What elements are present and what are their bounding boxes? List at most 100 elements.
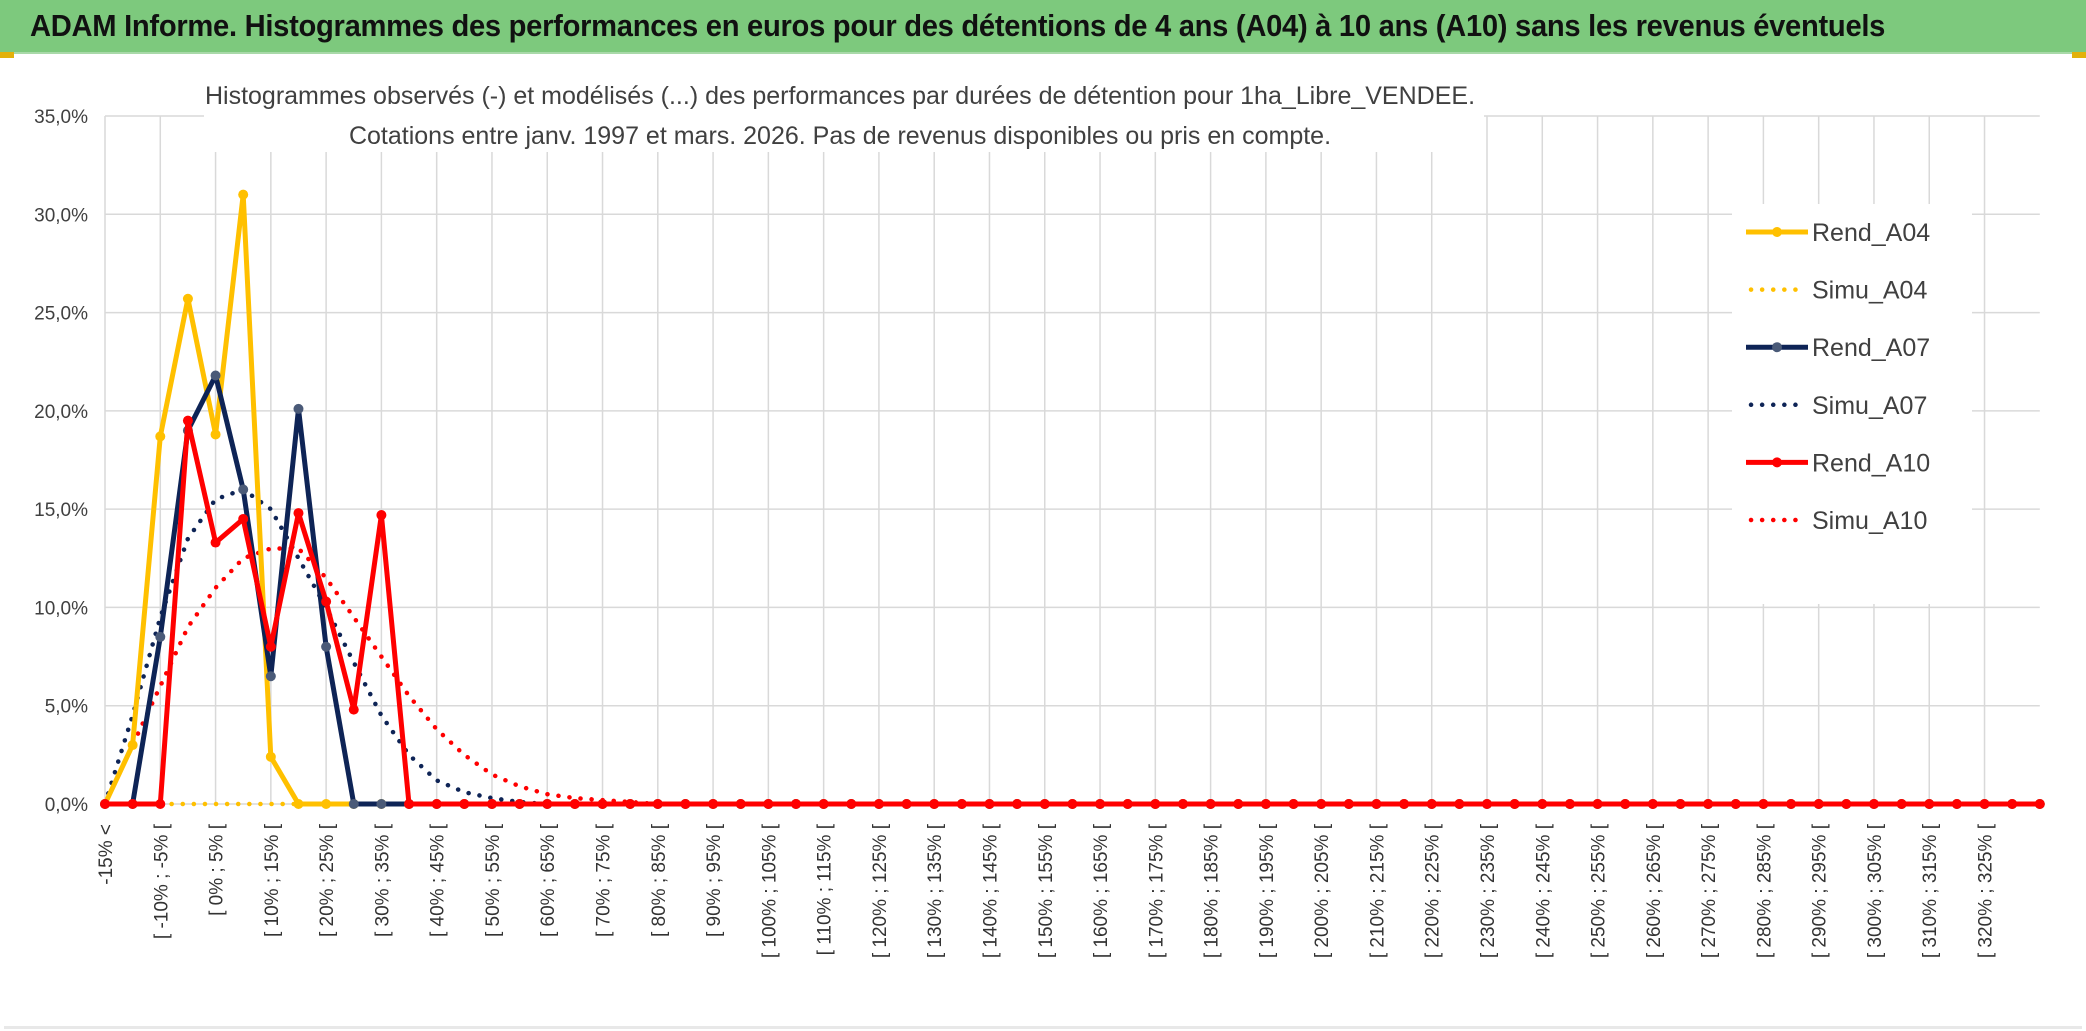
x-tick-label: [ 160% ; 165% [: [1091, 823, 1112, 958]
data-point-rend-a10: [1509, 799, 1520, 809]
data-point-rend-a10: [155, 799, 166, 809]
data-point-rend-a07: [238, 484, 249, 495]
data-point-rend-a10: [791, 799, 801, 809]
data-point-rend-a10: [238, 513, 249, 524]
data-point-rend-a10: [1647, 799, 1658, 809]
x-tick-label: [ 280% ; 285% [: [1754, 823, 1775, 958]
data-point-rend-a04: [182, 293, 193, 304]
data-point-rend-a10: [1426, 799, 1437, 809]
x-tick-label: [ 290% ; 295% [: [1810, 823, 1831, 958]
data-point-rend-a10: [873, 799, 884, 809]
data-point-rend-a07: [321, 641, 332, 652]
data-point-rend-a10: [459, 799, 470, 809]
data-point-rend-a10: [1177, 799, 1188, 809]
x-tick-label: [ 260% ; 265% [: [1644, 823, 1665, 958]
x-tick-label: [ 70% ; 75% [: [594, 823, 615, 937]
legend-marker-rend-a07: [1772, 342, 1782, 353]
data-point-rend-a10: [431, 799, 442, 809]
data-point-rend-a10: [542, 799, 553, 809]
data-point-rend-a10: [625, 799, 636, 809]
x-tick-label: [ 150% ; 155% [: [1036, 823, 1057, 958]
x-tick-label: [ 230% ; 235% [: [1478, 823, 1499, 958]
data-point-rend-a10: [265, 641, 276, 652]
performance-histogram-chart: 0,0% 5,0% 10,0% 15,0% 20,0% 25,0% 30,0% 35,0% -…: [34, 70, 2045, 958]
data-point-rend-a07: [155, 631, 166, 642]
data-point-rend-a10: [1675, 799, 1686, 809]
data-point-rend-a04: [321, 799, 332, 809]
legend-label-rend-a10: Rend_A10: [1812, 449, 1930, 477]
data-point-rend-a10: [100, 799, 110, 809]
x-tick-label: [ 20% ; 25% [: [317, 823, 338, 937]
data-point-rend-a10: [1233, 799, 1244, 809]
data-point-rend-a10: [735, 799, 746, 809]
data-point-rend-a10: [901, 799, 912, 809]
data-point-rend-a10: [1288, 799, 1299, 809]
data-point-rend-a10: [1537, 799, 1548, 809]
y-tick-label: 15,0%: [34, 500, 88, 521]
x-tick-label: [ 300% ; 305% [: [1865, 823, 1886, 958]
data-point-rend-a04: [265, 751, 276, 762]
data-point-rend-a10: [1813, 799, 1824, 809]
x-tick-label: [ 210% ; 215% [: [1367, 823, 1388, 958]
data-point-rend-a10: [763, 799, 774, 809]
data-point-rend-a10: [127, 799, 138, 809]
data-point-rend-a10: [1951, 799, 1962, 809]
data-point-rend-a10: [956, 799, 967, 809]
data-point-rend-a07: [293, 403, 304, 414]
data-point-rend-a10: [1979, 799, 1990, 809]
data-point-rend-a10: [1868, 799, 1879, 809]
x-tick-label: [ 130% ; 135% [: [925, 823, 946, 958]
legend-label-rend-a07: Rend_A07: [1812, 334, 1930, 362]
chart-series: [100, 189, 2045, 809]
data-point-rend-a10: [597, 799, 608, 809]
x-tick-label: [ 320% ; 325% [: [1976, 823, 1997, 958]
corner-accent-right: [2072, 52, 2086, 58]
data-point-rend-a10: [1896, 799, 1907, 809]
data-point-rend-a10: [376, 510, 387, 521]
legend-label-simu-a04: Simu_A04: [1812, 277, 1927, 305]
data-point-rend-a04: [210, 429, 221, 440]
x-tick-label: [ 0% ; 5% [: [207, 823, 228, 916]
data-point-rend-a07: [265, 671, 276, 682]
x-tick-label: [ 40% ; 45% [: [428, 823, 449, 937]
data-point-rend-a10: [2034, 799, 2045, 809]
x-tick-label: [ 240% ; 245% [: [1533, 823, 1554, 958]
x-tick-label: [ 60% ; 65% [: [538, 823, 559, 937]
data-point-rend-a10: [818, 799, 829, 809]
x-tick-label: [ 170% ; 175% [: [1146, 823, 1167, 958]
page-title: ADAM Informe. Histogrammes des performan…: [30, 8, 1886, 43]
data-point-rend-a10: [680, 799, 691, 809]
data-point-rend-a10: [1150, 799, 1161, 809]
data-point-rend-a10: [182, 415, 193, 426]
x-tick-label: [ 50% ; 55% [: [483, 823, 504, 937]
data-point-rend-a10: [1095, 799, 1106, 809]
x-tick-label: [ -10% ; -5% [: [151, 823, 172, 939]
x-tick-label: [ 190% ; 195% [: [1257, 823, 1278, 958]
x-tick-label: [ 120% ; 125% [: [870, 823, 891, 958]
x-tick-label: [ 10% ; 15% [: [262, 823, 283, 937]
legend-marker-rend-a10: [1772, 457, 1782, 468]
x-tick-label: [ 310% ; 315% [: [1920, 823, 1941, 958]
y-tick-label: 35,0%: [34, 107, 88, 128]
data-point-rend-a10: [1067, 799, 1078, 809]
data-point-rend-a07: [210, 370, 221, 381]
data-point-rend-a10: [1841, 799, 1852, 809]
data-point-rend-a10: [569, 799, 580, 809]
data-point-rend-a10: [1371, 799, 1382, 809]
data-point-rend-a10: [321, 596, 332, 607]
x-axis-ticks: -15% < [ -10% ; -5% [[ 0% ; 5% [[ 10% ; 1…: [96, 823, 1997, 958]
data-point-rend-a10: [486, 799, 497, 809]
data-point-rend-a10: [1260, 799, 1271, 809]
y-axis-ticks: 0,0% 5,0% 10,0% 15,0% 20,0% 25,0% 30,0% 35,0%: [34, 107, 88, 816]
data-point-rend-a10: [1786, 799, 1797, 809]
y-tick-label: 20,0%: [34, 402, 88, 423]
data-point-rend-a10: [1924, 799, 1935, 809]
y-tick-label: 0,0%: [45, 795, 88, 816]
chart-frame: 0,0% 5,0% 10,0% 15,0% 20,0% 25,0% 30,0% 35,0% -…: [4, 54, 2082, 1029]
data-point-rend-a10: [1012, 799, 1023, 809]
chart-legend: Rend_A04 Simu_A04 Rend_A07 Simu_A07 Rend_A10…: [1732, 204, 1972, 604]
legend-label-rend-a04: Rend_A04: [1812, 219, 1930, 247]
data-point-rend-a10: [1316, 799, 1327, 809]
data-point-rend-a10: [1703, 799, 1714, 809]
series-line-simu-a10: [102, 546, 2043, 807]
